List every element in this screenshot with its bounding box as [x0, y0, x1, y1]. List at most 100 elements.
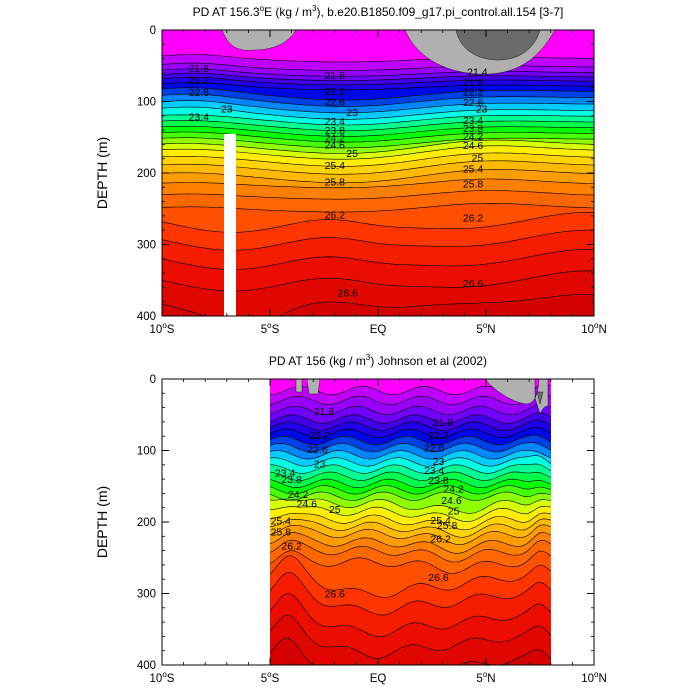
- y-tick-label: 300: [137, 589, 156, 601]
- contour-line: [269, 471, 551, 481]
- contour-label: 25: [329, 504, 341, 516]
- y-tick-label: 0: [150, 374, 156, 386]
- x-tick-label: 10oS: [150, 321, 175, 336]
- panel-model-masked-regions: [221, 30, 556, 316]
- contour-label: 22.6: [307, 444, 328, 456]
- contour-line: [269, 505, 551, 523]
- panel-observed-ylabel: DEPTH (m): [94, 486, 110, 558]
- contour-line: [269, 572, 552, 616]
- land-mask-west: [221, 30, 297, 51]
- y-tick-label: 100: [137, 446, 156, 458]
- contour-line: [269, 550, 551, 574]
- contour-label: 26.2: [463, 212, 484, 224]
- contour-line: [269, 518, 551, 538]
- panel-observed-masked-regions: [295, 379, 549, 415]
- contour-label: 23.4: [275, 468, 296, 480]
- contour-label: 23.4: [189, 112, 210, 124]
- contour-label: 21.8: [433, 417, 454, 429]
- y-tick-label: 400: [137, 311, 156, 323]
- contour-label: 25.8: [325, 177, 346, 189]
- x-tick-label: 5oS: [261, 321, 280, 336]
- contour-label: 25.8: [271, 526, 292, 538]
- contour-label: 22.6: [325, 97, 346, 109]
- contour-line: [269, 449, 551, 460]
- contour-line: [269, 393, 551, 406]
- contour-line: [269, 419, 551, 431]
- y-tick-label: 300: [137, 240, 156, 252]
- contour-label: 22.2: [463, 86, 484, 98]
- contour-line: [162, 106, 594, 120]
- contour-line: [269, 637, 552, 665]
- y-tick-label: 200: [137, 517, 156, 529]
- panel-observed-title: PD AT 156 (kg / m3) Johnson et al (2002): [269, 353, 487, 368]
- contour-line: [162, 87, 594, 101]
- contour-line: [162, 114, 594, 126]
- contour-label: 25.4: [271, 516, 292, 528]
- x-tick-label: 5oN: [476, 670, 495, 685]
- contour-label: 26.6: [325, 589, 346, 601]
- contour-line: [269, 614, 552, 659]
- contour-label: 25.8: [463, 179, 484, 191]
- contour-line: [269, 498, 551, 514]
- contour-line: [269, 532, 551, 554]
- x-tick-label: 5oN: [476, 321, 495, 336]
- contour-label: 26.2: [430, 533, 451, 545]
- contour-line: [269, 491, 551, 501]
- contour-label: 25: [472, 152, 484, 164]
- contour-label: 23.8: [281, 474, 302, 486]
- contour-line: [162, 294, 594, 316]
- contour-label: 22.2: [309, 430, 330, 442]
- contour-line: [162, 62, 594, 71]
- x-tick-label: EQ: [370, 324, 387, 336]
- contour-line: [162, 126, 594, 137]
- contour-line: [269, 412, 551, 424]
- y-tick-label: 200: [137, 168, 156, 180]
- contour-label: 24.6: [297, 498, 318, 510]
- contour-label: 25: [346, 148, 358, 160]
- panel-observed-axes: 10oS 5oS EQ 5oN 10oN 0 100 200 300 400: [137, 374, 607, 685]
- contour-line: [269, 442, 551, 453]
- x-tick-label: 5oS: [261, 670, 280, 685]
- contour-label: 22.6: [424, 443, 445, 455]
- contour-band: [270, 638, 551, 665]
- contour-label: 25.4: [463, 164, 484, 176]
- y-tick-label: 0: [150, 25, 156, 37]
- panel-model: PD AT 156.3oE (kg / m3), b.e20.B1850.f09…: [94, 4, 607, 336]
- contour-label: 24.6: [463, 140, 484, 152]
- contour-label: 23.4: [424, 465, 445, 477]
- contour-label: 23: [221, 104, 233, 116]
- land-mask-obs-core: [536, 391, 544, 405]
- panel-model-title: PD AT 156.3oE (kg / m3), b.e20.B1850.f09…: [193, 4, 564, 19]
- contour-label: 25.4: [325, 160, 346, 172]
- contour-label: 23.8: [428, 475, 449, 487]
- panel-observed-contour-fill: [270, 379, 551, 665]
- contour-label: 22.2: [428, 430, 449, 442]
- contour-label: 24.2: [288, 489, 309, 501]
- contour-label: 22.2: [325, 86, 346, 98]
- contour-line: [269, 485, 551, 495]
- contour-line: [162, 93, 594, 107]
- panel-observed-contour-lines: [269, 384, 552, 665]
- x-tick-label: 10oN: [581, 670, 607, 685]
- x-tick-label: 10oN: [581, 321, 607, 336]
- contour-label: 25.8: [437, 520, 458, 532]
- contour-label: 26.2: [325, 209, 346, 221]
- contour-label: 21.8: [325, 70, 346, 82]
- contour-line: [162, 72, 594, 81]
- contour-line: [269, 512, 551, 531]
- contour-label: 21.8: [314, 406, 335, 418]
- y-tick-label: 400: [137, 660, 156, 672]
- land-mask-obs-east: [484, 379, 549, 415]
- contour-line: [162, 120, 594, 132]
- contour-label: 23: [433, 456, 445, 468]
- contour-label: 26.6: [428, 572, 449, 584]
- contour-label: 23.4: [463, 115, 484, 127]
- contour-line: [269, 455, 551, 467]
- contour-label: 26.2: [281, 541, 302, 553]
- contour-label: 22.6: [463, 97, 484, 109]
- contour-line: [162, 77, 594, 86]
- panel-model-axes: 10oS 5oS EQ 5oN 10oN 0 100 200 300 400: [137, 25, 607, 336]
- contour-label: 23.8: [463, 123, 484, 135]
- missing-data-column: [224, 134, 236, 316]
